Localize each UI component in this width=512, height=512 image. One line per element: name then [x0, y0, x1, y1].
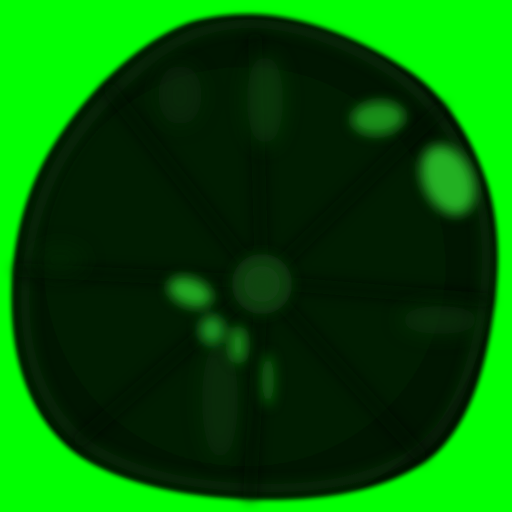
sheen-top — [247, 55, 283, 145]
ridge-line — [73, 275, 269, 447]
ridge-line — [255, 275, 492, 307]
highlight-lower-streak — [262, 354, 274, 406]
ridge-sheen — [34, 55, 480, 460]
highlight-right-edge — [421, 145, 475, 215]
highlight-upper-right — [352, 101, 404, 135]
highlight-center-low — [200, 316, 224, 344]
center-knob-core — [244, 266, 280, 302]
sheen-bottom — [202, 340, 238, 460]
highlight-center-left — [168, 277, 212, 307]
ridge-line — [103, 83, 269, 289]
ridge-line — [255, 103, 447, 289]
ridge-line — [255, 275, 427, 462]
ridge-line — [243, 275, 269, 502]
sheen-left-mid — [34, 246, 86, 274]
sheen-lower-right — [400, 306, 480, 334]
object-rim — [20, 18, 491, 494]
highlight-center-stem — [230, 327, 246, 363]
highlights — [168, 101, 475, 406]
sheen-left — [158, 65, 202, 125]
